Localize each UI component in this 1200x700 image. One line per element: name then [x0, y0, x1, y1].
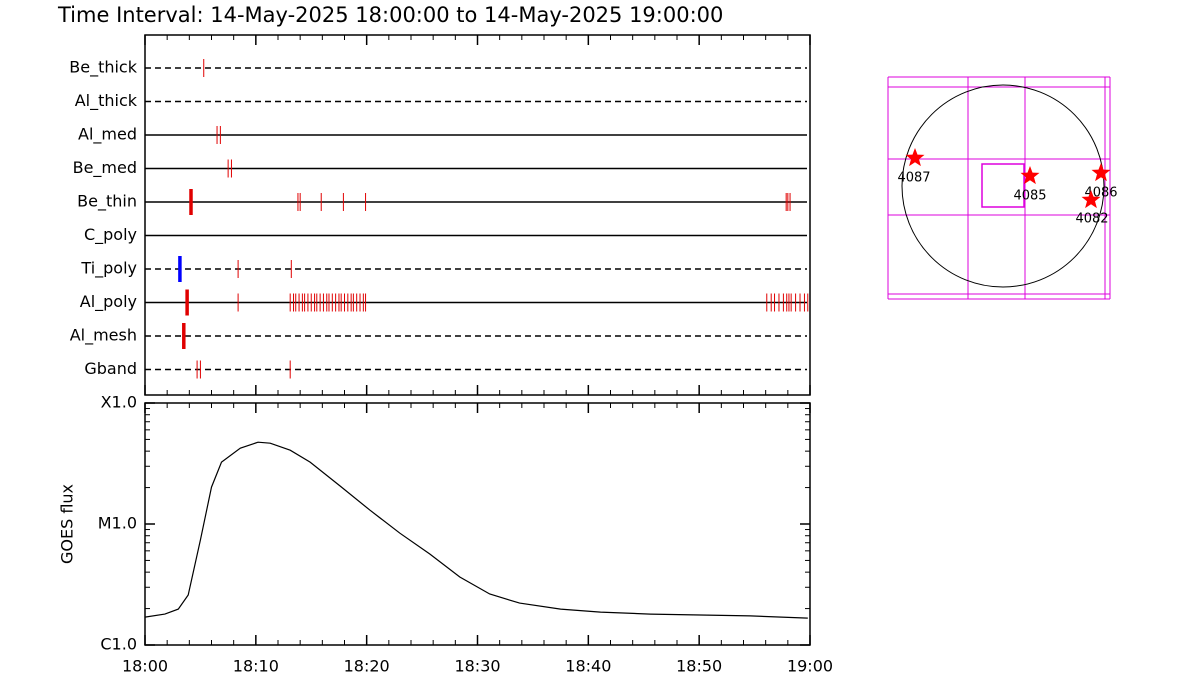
x-tick-label: 18:20 — [344, 657, 390, 676]
y-tick-label: X1.0 — [101, 393, 137, 412]
row-label: Be_thin — [77, 192, 137, 212]
y-axis-label: GOES flux — [58, 484, 77, 564]
region-star — [905, 148, 925, 167]
region-label: 4087 — [897, 171, 930, 186]
x-tick-label: 19:00 — [787, 657, 833, 676]
x-tick-label: 18:00 — [122, 657, 168, 676]
row-label: Ti_poly — [80, 259, 137, 279]
x-tick-label: 18:30 — [454, 657, 500, 676]
solar-disk — [901, 84, 1105, 288]
y-tick-label: C1.0 — [100, 635, 137, 654]
row-label: C_poly — [84, 225, 137, 245]
x-tick-label: 18:50 — [676, 657, 722, 676]
region-star — [1091, 163, 1111, 182]
title: Time Interval: 14-May-2025 18:00:00 to 1… — [57, 3, 723, 27]
region-label: 4085 — [1013, 189, 1046, 204]
row-label: Gband — [84, 359, 137, 378]
region-star — [1020, 166, 1040, 185]
row-label: Al_med — [78, 125, 137, 145]
row-label: Be_med — [73, 158, 137, 178]
region-label: 4082 — [1075, 212, 1108, 227]
x-tick-label: 18:10 — [233, 657, 279, 676]
x-tick-label: 18:40 — [565, 657, 611, 676]
row-label: Al_thick — [75, 91, 138, 111]
y-tick-label: M1.0 — [98, 514, 137, 533]
row-label: Al_poly — [80, 292, 137, 312]
fov-box — [981, 163, 1025, 208]
row-label: Be_thick — [69, 58, 137, 78]
region-star — [1081, 190, 1101, 209]
row-label: Al_mesh — [70, 326, 137, 346]
goes-curve — [144, 441, 808, 619]
